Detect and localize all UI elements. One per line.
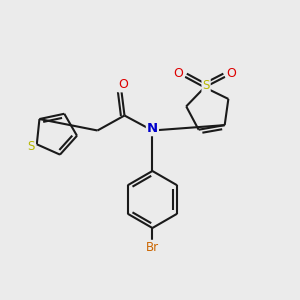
Text: Br: Br <box>146 241 159 254</box>
Text: S: S <box>202 79 210 92</box>
Text: N: N <box>147 122 158 135</box>
Text: O: O <box>227 67 236 80</box>
Text: O: O <box>174 67 183 80</box>
Text: O: O <box>118 78 128 92</box>
Text: S: S <box>28 140 35 153</box>
